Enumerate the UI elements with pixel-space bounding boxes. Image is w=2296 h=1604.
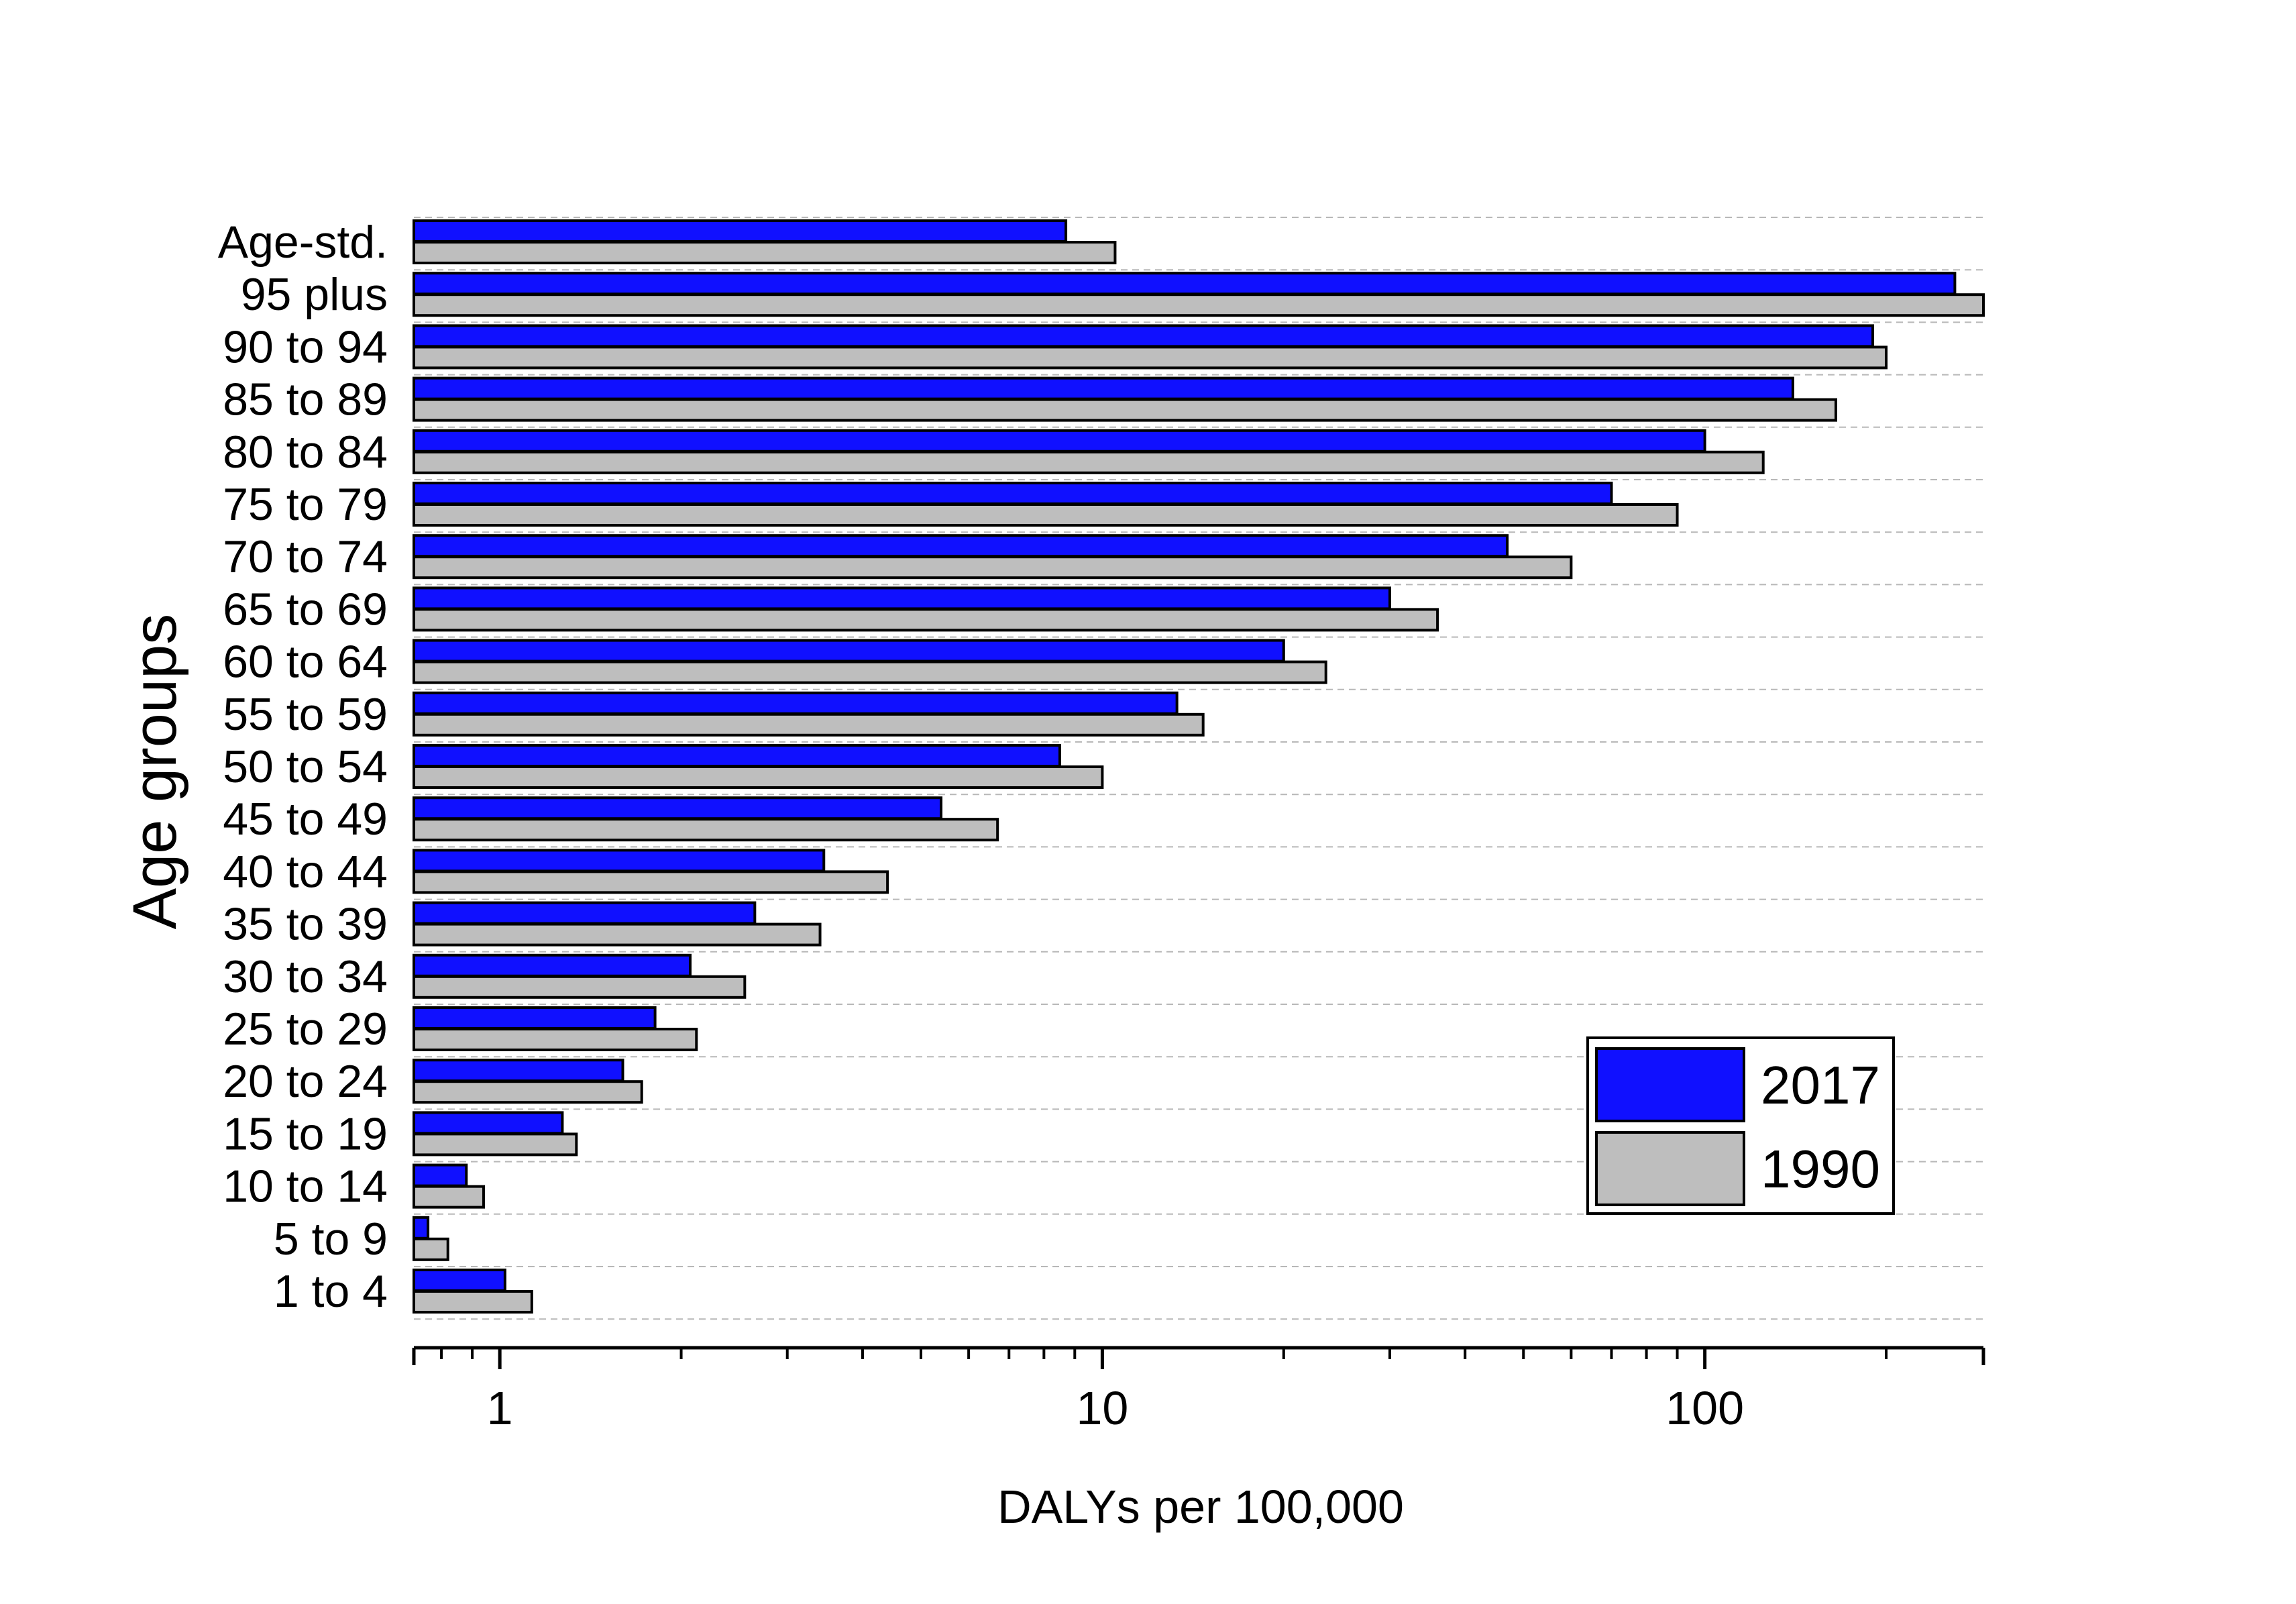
bar-2017-45-to-49 <box>413 796 943 820</box>
bar-2017-10-to-14 <box>413 1163 468 1187</box>
bar-1990-85-to-89 <box>413 398 1838 422</box>
category-label-60-to-64: 60 to 64 <box>223 637 388 688</box>
bar-2017-age-std <box>413 219 1068 243</box>
bar-1990-40-to-44 <box>413 870 889 894</box>
category-label-10-to-14: 10 to 14 <box>223 1161 388 1212</box>
bar-2017-35-to-39 <box>413 901 757 925</box>
bar-2017-25-to-29 <box>413 1006 657 1030</box>
bar-2017-1-to-4 <box>413 1269 506 1292</box>
bar-2017-60-to-64 <box>413 639 1285 663</box>
bar-1990-age-std <box>413 241 1117 264</box>
x-axis-title: DALYs per 100,000 <box>997 1481 1404 1533</box>
x-tick-label-10: 10 <box>1076 1382 1128 1434</box>
bar-2017-40-to-44 <box>413 849 826 873</box>
legend-label-1990: 1990 <box>1761 1139 1880 1199</box>
category-label-1-to-4: 1 to 4 <box>274 1266 388 1317</box>
category-label-45-to-49: 45 to 49 <box>223 794 388 845</box>
bar-1990-45-to-49 <box>413 818 999 842</box>
category-label-70-to-74: 70 to 74 <box>223 531 388 582</box>
bar-2017-80-to-84 <box>413 429 1706 453</box>
legend-label-2017: 2017 <box>1761 1055 1880 1115</box>
bar-1990-80-to-84 <box>413 450 1765 474</box>
category-label-40-to-44: 40 to 44 <box>223 846 388 897</box>
bar-2017-75-to-79 <box>413 482 1613 505</box>
bar-2017-15-to-19 <box>413 1111 564 1135</box>
bar-1990-5-to-9 <box>413 1237 449 1261</box>
bar-2017-50-to-54 <box>413 744 1062 767</box>
bar-2017-85-to-89 <box>413 376 1794 400</box>
bar-2017-30-to-34 <box>413 953 692 977</box>
category-label-25-to-29: 25 to 29 <box>223 1004 388 1055</box>
bar-1990-15-to-19 <box>413 1132 578 1157</box>
x-tick-label-100: 100 <box>1665 1382 1744 1434</box>
category-label-15-to-19: 15 to 19 <box>223 1108 388 1159</box>
bar-2017-90-to-94 <box>413 324 1875 348</box>
bars <box>413 219 1985 1314</box>
bar-1990-55-to-59 <box>413 712 1205 737</box>
category-label-85-to-89: 85 to 89 <box>223 374 388 425</box>
bar-1990-10-to-14 <box>413 1185 486 1209</box>
bar-1990-30-to-34 <box>413 975 747 999</box>
category-label-55-to-59: 55 to 59 <box>223 689 388 740</box>
category-label-30-to-34: 30 to 34 <box>223 951 388 1002</box>
category-label-65-to-69: 65 to 69 <box>223 584 388 635</box>
y-axis-title: Age groups <box>121 614 189 930</box>
bar-2017-95-plus <box>413 272 1957 296</box>
x-axis: 1 10 100 <box>412 1346 1985 1434</box>
category-label-5-to-9: 5 to 9 <box>274 1214 388 1265</box>
bar-1990-1-to-4 <box>413 1290 533 1314</box>
bar-1990-60-to-64 <box>413 660 1327 684</box>
bar-1990-90-to-94 <box>413 345 1888 370</box>
category-label-age-std: Age-std. <box>218 217 388 268</box>
bar-1990-35-to-39 <box>413 922 822 947</box>
bar-1990-50-to-54 <box>413 765 1104 789</box>
bar-1990-95-plus <box>413 293 1985 317</box>
legend-swatch-1990 <box>1595 1131 1745 1206</box>
legend: 2017 1990 <box>1586 1036 1895 1215</box>
bar-2017-5-to-9 <box>413 1216 430 1240</box>
bar-1990-20-to-24 <box>413 1080 643 1104</box>
legend-swatch-2017 <box>1595 1047 1745 1122</box>
category-label-50-to-54: 50 to 54 <box>223 741 388 792</box>
bar-2017-70-to-74 <box>413 534 1509 558</box>
bar-1990-70-to-74 <box>413 555 1573 580</box>
bar-2017-55-to-59 <box>413 691 1179 715</box>
bar-2017-65-to-69 <box>413 586 1391 610</box>
category-label-95-plus: 95 plus <box>241 269 388 320</box>
bar-1990-75-to-79 <box>413 503 1679 527</box>
category-label-75-to-79: 75 to 79 <box>223 479 388 530</box>
x-tick-label-1: 1 <box>487 1382 513 1434</box>
bar-1990-65-to-69 <box>413 608 1439 632</box>
category-label-80-to-84: 80 to 84 <box>223 427 388 478</box>
category-label-90-to-94: 90 to 94 <box>223 321 388 372</box>
bar-1990-25-to-29 <box>413 1028 698 1051</box>
bar-2017-20-to-24 <box>413 1059 624 1083</box>
category-label-20-to-24: 20 to 24 <box>223 1056 388 1107</box>
category-label-35-to-39: 35 to 39 <box>223 899 388 950</box>
